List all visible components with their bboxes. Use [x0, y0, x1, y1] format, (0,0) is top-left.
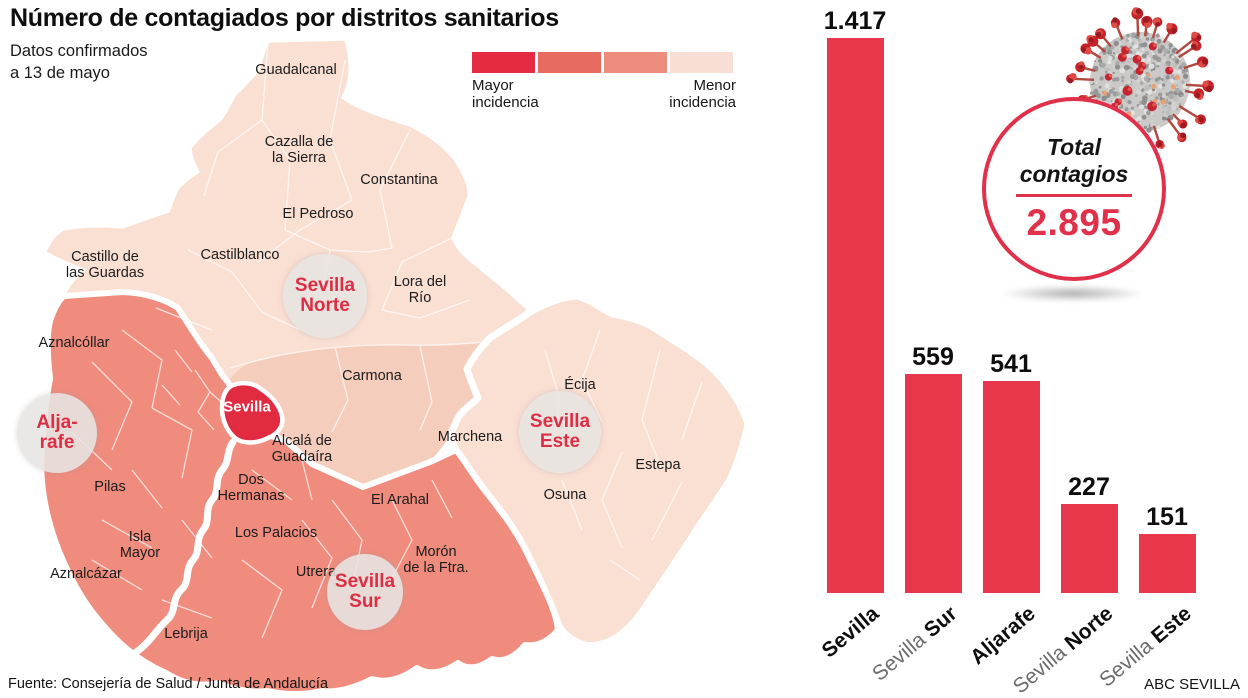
river-line — [95, 438, 237, 678]
legend-swatch-3 — [604, 52, 667, 73]
district-badge: Sevilla Sur — [327, 554, 403, 630]
bar-sevilla-este — [1138, 534, 1196, 593]
bar-category-label: Aljarafe — [965, 602, 1040, 670]
bar-value-label: 151 — [1146, 503, 1188, 531]
legend-swatch-1 — [472, 52, 535, 73]
map-city-label-sevilla: Sevilla — [223, 398, 271, 416]
bar-sevilla-sur — [904, 374, 962, 593]
legend-swatch-2 — [538, 52, 601, 73]
bar-aljarafe — [982, 381, 1040, 593]
bar-value-label: 227 — [1068, 473, 1110, 501]
district-region-sevilla-este — [446, 292, 752, 650]
district-region-mid-band — [228, 338, 490, 487]
source-credit: Fuente: Consejería de Salud / Junta de A… — [8, 676, 329, 692]
bar-category-label: Sevilla — [818, 602, 884, 663]
bar-value-label: 1.417 — [823, 7, 887, 35]
bar-category-label: Sevilla Sur — [868, 602, 962, 686]
page-subtitle: Datos confirmados a 13 de mayo — [10, 42, 148, 83]
municipality-borders — [71, 41, 703, 639]
incidence-legend: Mayor incidencia Menor incidencia — [472, 52, 736, 112]
district-badge: Alja- rafe — [17, 393, 97, 473]
publisher-credit: ABC SEVILLA — [1144, 676, 1240, 693]
bar-sevilla-norte — [1060, 504, 1118, 593]
total-contagios-badge: Total contagios 2.895 — [982, 97, 1166, 281]
district-badge: Sevilla Este — [519, 391, 601, 473]
total-value: 2.895 — [1026, 201, 1122, 243]
district-region-aljarafe-sevilla-sur — [38, 289, 561, 697]
total-divider — [1016, 193, 1132, 197]
bar-value-label: 541 — [990, 350, 1032, 378]
province-map — [38, 40, 752, 697]
legend-swatches — [472, 52, 736, 73]
bar-sevilla — [826, 38, 884, 593]
legend-label-high: Mayor incidencia — [472, 77, 539, 112]
district-badge: Sevilla Norte — [283, 254, 367, 338]
page-title: Número de contagiados por distritos sani… — [10, 4, 559, 32]
badge-shadow — [1000, 285, 1146, 302]
total-label: Total contagios — [1019, 134, 1129, 187]
district-region-sevilla-city — [219, 380, 285, 445]
bar-value-label: 559 — [912, 343, 954, 371]
legend-swatch-4 — [670, 52, 733, 73]
legend-label-low: Menor incidencia — [669, 77, 736, 112]
